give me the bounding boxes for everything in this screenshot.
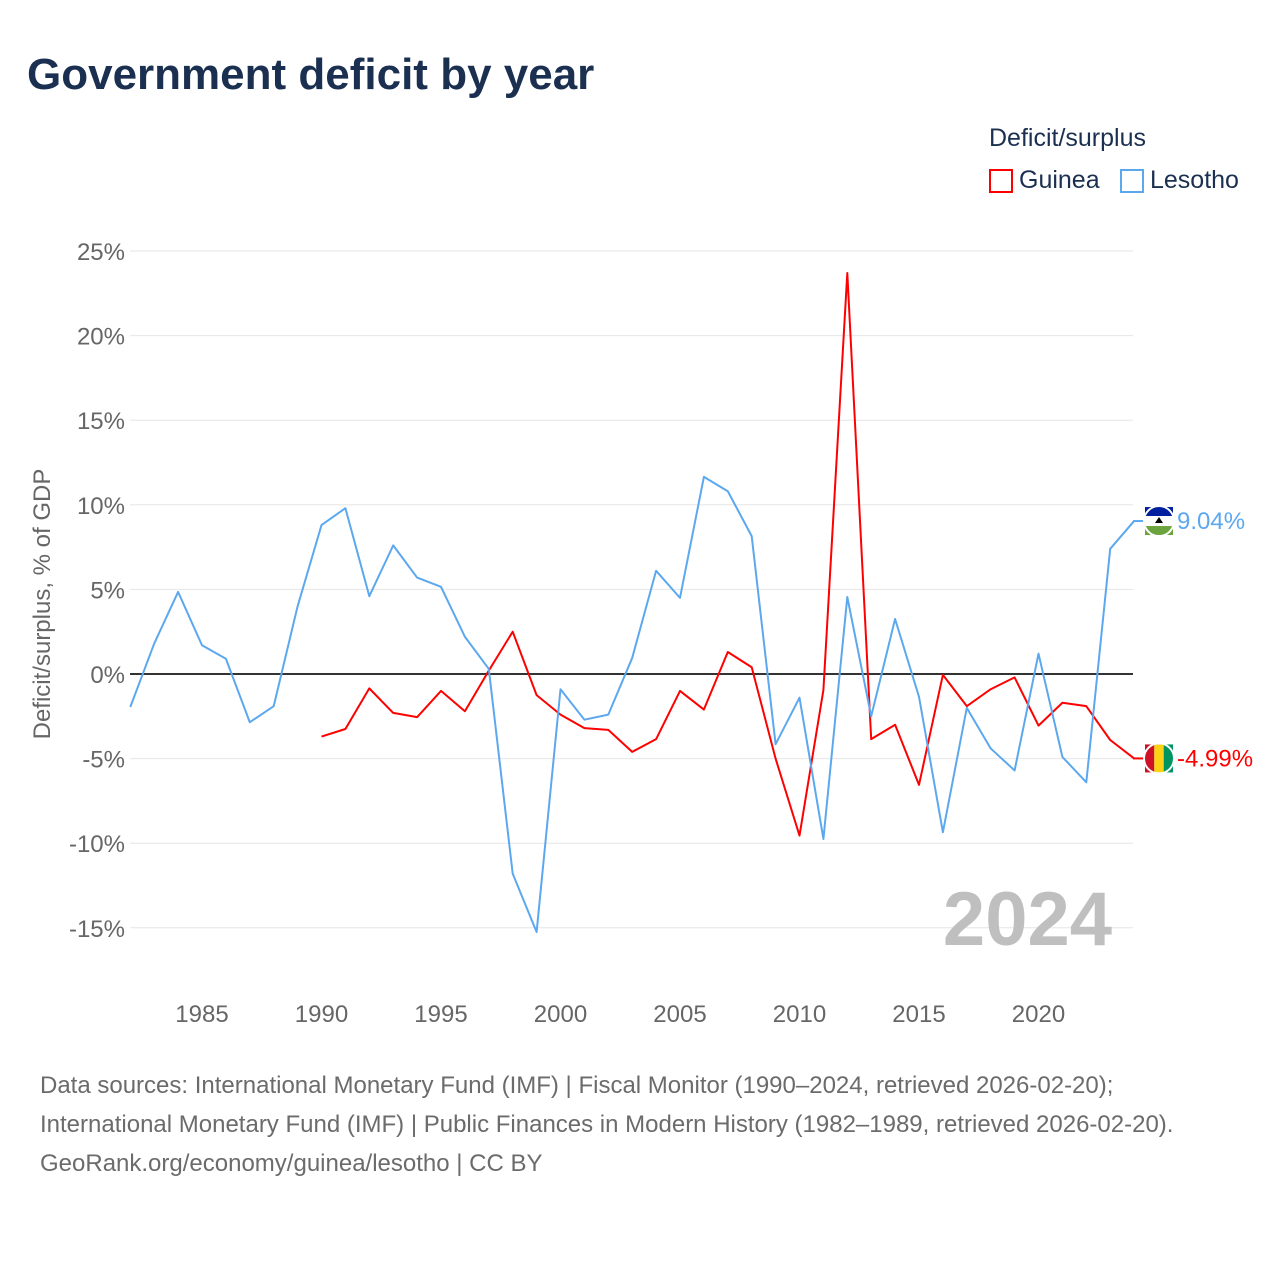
x-tick-label: 2020 [1012,1001,1065,1028]
flag-lesotho-icon [1155,517,1163,524]
y-tick-label: 25% [77,239,125,266]
flag-guinea-icon [1163,744,1173,773]
flag-lesotho-icon [1145,507,1173,517]
y-tick-label: -10% [69,831,125,858]
y-tick-label: 5% [90,577,125,604]
legend-swatch-guinea [989,168,1013,193]
flag-guinea-icon [1145,744,1155,773]
y-tick-label: -15% [69,916,125,943]
x-tick-label: 1990 [295,1001,348,1028]
legend-label: Lesotho [1150,166,1239,194]
x-tick-label: 2000 [534,1001,587,1028]
y-axis-label: Deficit/surplus, % of GDP [29,469,56,740]
series-line-guinea [321,271,1135,837]
x-tick-label: 1985 [175,1001,228,1028]
y-tick-label: 15% [77,408,125,435]
end-value-label: 9.04% [1177,508,1245,535]
attribution-link[interactable]: GeoRank.org/economy/guinea/lesotho | CC … [40,1150,543,1177]
chart-title: Government deficit by year [27,50,595,99]
flag-guinea-icon [1154,744,1164,773]
data-sources: Data sources: International Monetary Fun… [40,1072,1174,1138]
flag-lesotho-icon [1145,526,1173,536]
source-note: Data sources: International Monetary Fun… [40,1066,1240,1183]
y-tick-label: 0% [90,662,125,689]
end-value-label: -4.99% [1177,745,1253,772]
y-tick-label: 10% [77,493,125,520]
year-watermark: 2024 [943,877,1112,962]
x-tick-label: 2010 [773,1001,826,1028]
series-line-lesotho [129,475,1135,934]
legend-item-guinea[interactable]: Guinea [989,166,1100,195]
legend-item-lesotho[interactable]: Lesotho [1120,166,1239,195]
flag-border [1143,505,1175,538]
legend-title: Deficit/surplus [989,124,1146,152]
flag-border [1143,742,1175,775]
x-tick-label: 2005 [653,1001,706,1028]
x-tick-label: 1995 [414,1001,467,1028]
legend-swatch-lesotho [1120,168,1144,193]
legend-label: Guinea [1019,166,1100,194]
y-tick-label: -5% [82,747,125,774]
x-tick-label: 2015 [892,1001,945,1028]
y-tick-label: 20% [77,324,125,351]
